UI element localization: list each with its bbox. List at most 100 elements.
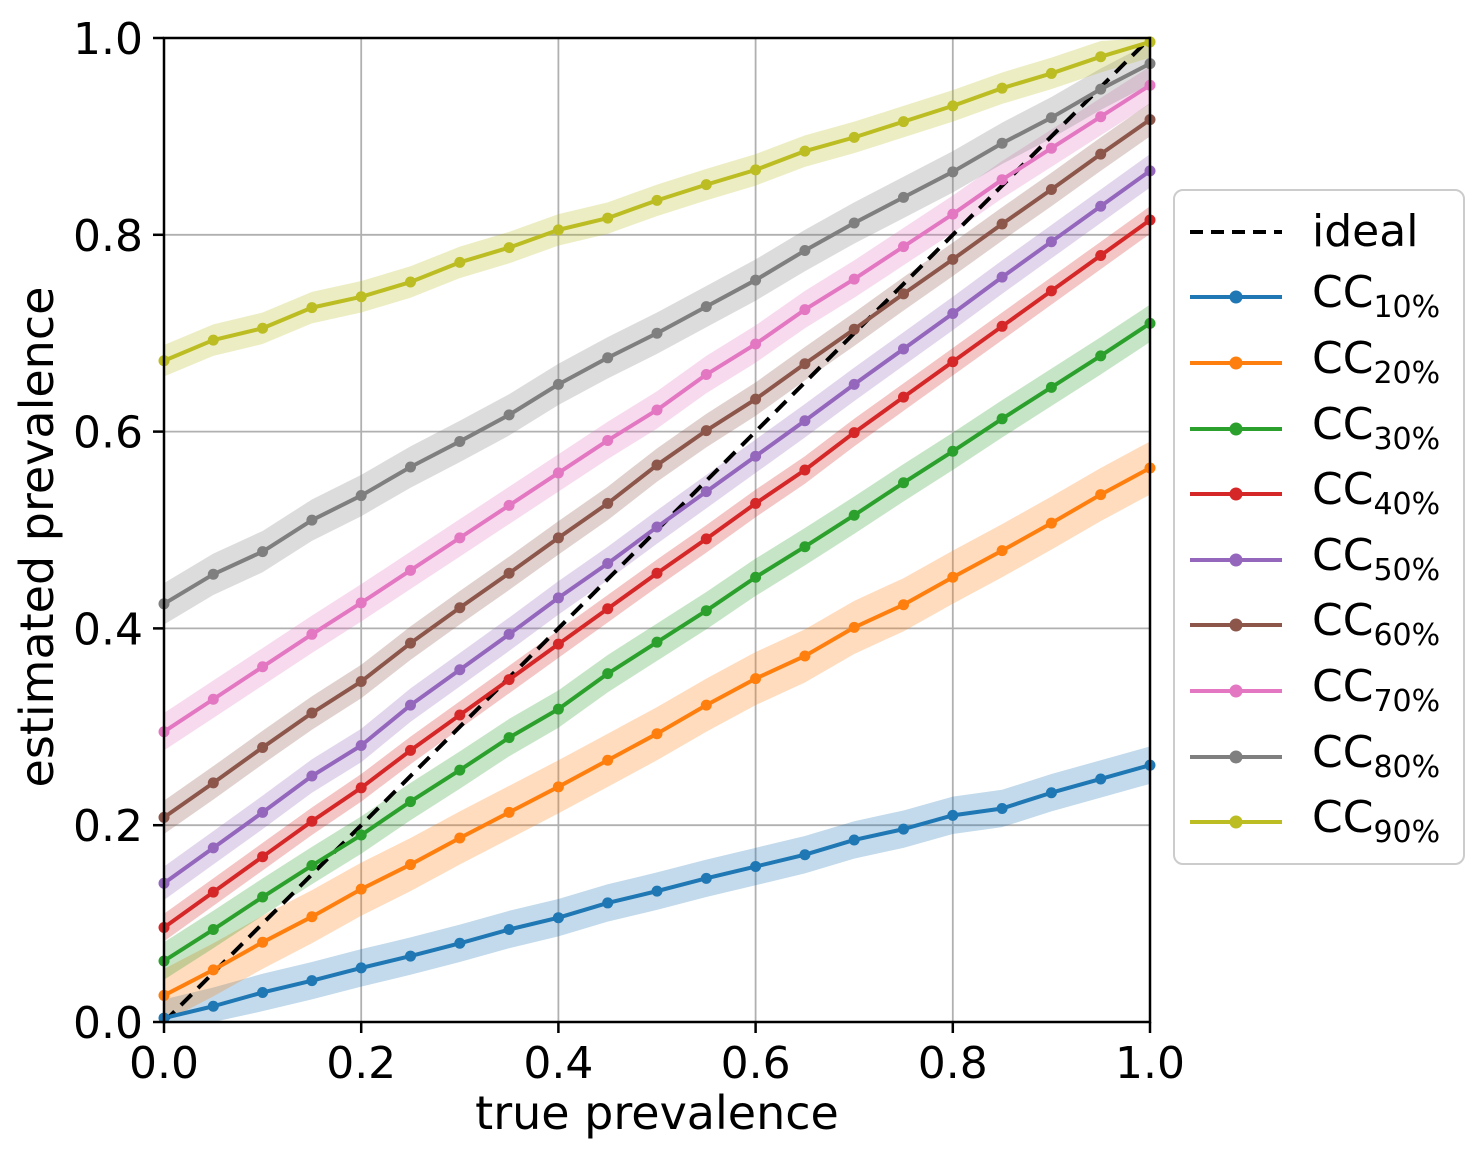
series-marker-CC60%-x0.10 — [257, 741, 269, 753]
series-marker-CC70%-x0.25 — [405, 564, 416, 576]
series-marker-CC60%-x0.05 — [207, 777, 219, 789]
legend-item-CC90%: CC90% — [1188, 789, 1463, 855]
series-marker-CC60%-x0.40 — [552, 532, 564, 544]
series-marker-CC70%-x0.70 — [848, 273, 860, 285]
series-marker-CC90%-x0.45 — [602, 212, 614, 224]
series-marker-CC20%-x0.25 — [405, 859, 416, 871]
series-marker-CC10%-x0.05 — [207, 1000, 219, 1012]
series-marker-CC20%-x0.85 — [996, 545, 1008, 557]
legend-item-CC10%: CC10% — [1188, 265, 1463, 331]
x-tick-label-0.8: 0.8 — [918, 1038, 988, 1089]
series-marker-CC90%-x0.15 — [306, 302, 318, 314]
series-marker-CC50%-x0.55 — [700, 486, 712, 498]
series-marker-CC90%-x0.65 — [799, 145, 811, 157]
series-marker-CC50%-x0.65 — [799, 415, 811, 427]
series-marker-CC30%-x0.20 — [355, 829, 367, 841]
series-marker-CC40%-x0.10 — [257, 851, 269, 863]
legend-swatch-CC10% — [1190, 290, 1282, 304]
series-marker-CC90%-x0.10 — [257, 322, 269, 334]
series-marker-CC50%-x0.60 — [750, 450, 762, 462]
series-marker-CC60%-x0.15 — [306, 707, 318, 719]
series-marker-CC90%-x0.20 — [355, 291, 367, 303]
legend-label-CC70%: CC70% — [1312, 661, 1441, 719]
series-marker-CC30%-x0.40 — [552, 703, 564, 715]
series-marker-CC30%-x0.70 — [848, 509, 860, 521]
series-marker-CC20%-x0.35 — [503, 806, 515, 818]
series-marker-CC70%-x0.45 — [602, 434, 614, 446]
series-marker-CC20%-x0.75 — [898, 599, 909, 611]
series-marker-CC40%-x0.05 — [207, 886, 219, 898]
series-marker-CC80%-x0.70 — [848, 217, 860, 229]
series-marker-CC60%-x0.50 — [651, 459, 663, 471]
legend-swatch-ideal — [1190, 229, 1282, 234]
series-marker-CC90%-x0.25 — [405, 276, 416, 288]
series-marker-CC40%-x0.20 — [355, 782, 367, 794]
series-marker-CC80%-x0.55 — [700, 301, 712, 313]
x-tick-label-0.2: 0.2 — [326, 1038, 396, 1089]
series-marker-CC20%-x0.05 — [207, 964, 219, 976]
series-marker-CC40%-x0.30 — [454, 709, 466, 721]
series-marker-CC60%-x0.85 — [996, 218, 1008, 230]
series-marker-CC50%-x0.95 — [1095, 200, 1107, 212]
series-marker-CC40%-x0.25 — [405, 744, 416, 756]
series-marker-icon — [1229, 487, 1243, 501]
series-marker-CC20%-x0.15 — [306, 911, 318, 923]
series-marker-CC40%-x0.90 — [1045, 285, 1057, 297]
series-marker-CC90%-x0.30 — [454, 256, 466, 268]
series-marker-CC80%-x0.35 — [503, 409, 515, 421]
legend-item-CC70%: CC70% — [1188, 658, 1463, 724]
series-marker-CC60%-x0.20 — [355, 676, 367, 688]
series-marker-CC10%-x0.50 — [651, 885, 663, 897]
series-marker-CC80%-x0.45 — [602, 352, 614, 364]
series-marker-CC70%-x0.15 — [306, 628, 318, 640]
series-marker-CC30%-x0.75 — [898, 477, 909, 489]
series-marker-CC10%-x0.40 — [552, 912, 564, 924]
y-tick-label-0.0: 0.0 — [73, 998, 143, 1049]
series-marker-CC30%-x0.50 — [651, 636, 663, 648]
x-tick-label-0.4: 0.4 — [523, 1038, 593, 1089]
series-marker-CC50%-x0.40 — [552, 592, 564, 604]
series-marker-CC40%-x0.95 — [1095, 249, 1107, 261]
series-marker-CC20%-x0.70 — [848, 621, 860, 633]
series-marker-CC60%-x0.30 — [454, 602, 466, 614]
series-marker-CC80%-x0.75 — [898, 191, 909, 203]
series-marker-CC70%-x0.40 — [552, 467, 564, 479]
series-marker-CC70%-x0.65 — [799, 304, 811, 316]
series-marker-CC30%-x0.85 — [996, 413, 1008, 425]
series-marker-CC10%-x0.95 — [1095, 773, 1107, 785]
legend-label-CC20%: CC20% — [1312, 333, 1441, 391]
series-marker-CC40%-x0.85 — [996, 320, 1008, 332]
series-marker-CC50%-x0.20 — [355, 739, 367, 751]
series-marker-CC20%-x0.45 — [602, 754, 614, 766]
series-marker-CC20%-x0.40 — [552, 781, 564, 793]
series-marker-CC50%-x0.35 — [503, 628, 515, 640]
series-marker-CC40%-x0.80 — [947, 356, 959, 368]
series-marker-CC60%-x0.45 — [602, 497, 614, 509]
series-marker-CC10%-x0.15 — [306, 975, 318, 987]
series-marker-CC60%-x0.95 — [1095, 148, 1107, 160]
legend-item-ideal: ideal — [1188, 199, 1463, 265]
series-marker-CC10%-x0.10 — [257, 986, 269, 998]
series-marker-CC30%-x0.60 — [750, 571, 762, 583]
series-marker-CC10%-x0.90 — [1045, 787, 1057, 799]
series-marker-CC40%-x0.70 — [848, 427, 860, 439]
series-marker-CC10%-x0.35 — [503, 924, 515, 936]
y-axis-label: estimated prevalence — [10, 286, 64, 788]
legend-swatch-CC80% — [1190, 750, 1282, 764]
series-marker-CC10%-x0.30 — [454, 937, 466, 949]
series-marker-CC10%-x0.85 — [996, 802, 1008, 814]
series-marker-CC90%-x0.70 — [848, 131, 860, 143]
series-marker-CC30%-x0.45 — [602, 668, 614, 680]
series-marker-CC80%-x0.65 — [799, 245, 811, 257]
legend-label-CC10%: CC10% — [1312, 267, 1441, 326]
series-marker-CC40%-x0.35 — [503, 674, 515, 686]
series-marker-CC80%-x0.05 — [207, 568, 219, 580]
series-marker-CC60%-x0.60 — [750, 393, 762, 405]
series-marker-CC70%-x0.30 — [454, 532, 466, 544]
legend-item-CC30%: CC30% — [1188, 396, 1463, 462]
legend-item-CC80%: CC80% — [1188, 724, 1463, 790]
series-marker-CC40%-x0.40 — [552, 638, 564, 650]
x-tick-label-0.0: 0.0 — [129, 1038, 199, 1089]
legend-label-CC30%: CC30% — [1312, 398, 1441, 457]
